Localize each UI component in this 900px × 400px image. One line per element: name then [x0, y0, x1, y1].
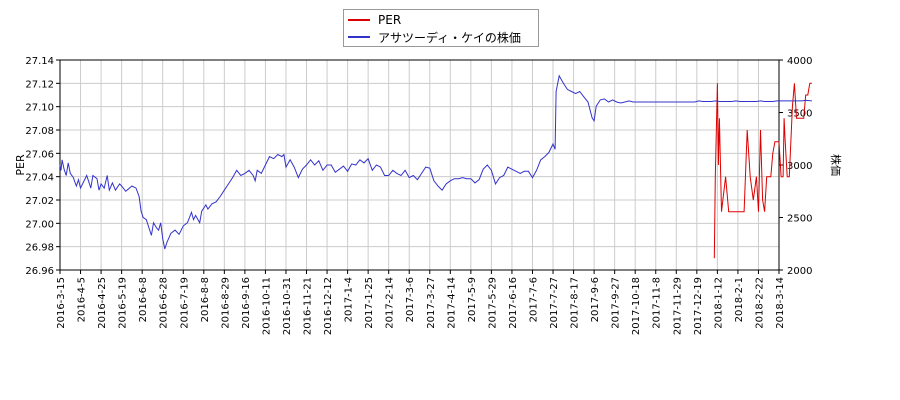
legend-item-per: PER: [348, 12, 401, 28]
x-tick-label: 2016-8-29: [220, 277, 231, 329]
x-tick-label: 2017-2-14: [385, 277, 396, 329]
y2-tick-label: 3000: [787, 161, 812, 172]
x-tick-label: 2016-6-28: [159, 277, 170, 329]
x-tick-label: 2016-11-21: [303, 277, 314, 335]
x-tick-label: 2016-3-15: [56, 277, 67, 329]
x-tick-label: 2017-11-29: [672, 277, 683, 335]
x-tick-label: 2016-12-12: [323, 277, 334, 335]
series-line-per: [713, 82, 812, 259]
x-tick-label: 2017-3-6: [405, 277, 416, 322]
y-tick-label: 27.06: [25, 149, 54, 160]
y2-tick-label: 2000: [787, 266, 812, 277]
x-tick-label: 2016-4-25: [97, 277, 108, 329]
x-tick-label: 2017-8-17: [570, 277, 581, 329]
legend-label-price: アサツーディ・ケイの株価: [378, 30, 521, 45]
x-tick-label: 2016-4-5: [77, 277, 88, 322]
y-tick-label: 27.14: [25, 56, 54, 67]
y-tick-label: 27.00: [25, 219, 54, 230]
x-tick-label: 2017-3-27: [426, 277, 437, 329]
x-tick-label: 2017-5-29: [487, 277, 498, 329]
y2-tick-label: 2500: [787, 214, 812, 225]
x-tick-label: 2017-11-8: [652, 277, 663, 329]
series-line-price: [59, 74, 812, 250]
x-tick-label: 2017-7-27: [549, 277, 560, 329]
x-tick-label: 2016-5-19: [118, 277, 129, 329]
legend-swatch-price: [348, 36, 370, 38]
x-tick-label: 2016-8-8: [200, 277, 211, 322]
x-tick-label: 2017-9-27: [611, 277, 622, 329]
y-axis-label: PER: [14, 154, 27, 176]
y2-tick-label: 4000: [787, 56, 812, 67]
x-tick-label: 2016-10-31: [282, 277, 293, 335]
y-tick-label: 27.12: [25, 79, 54, 90]
legend: PER アサツーディ・ケイの株価: [343, 9, 539, 47]
y-tick-label: 27.10: [25, 103, 54, 114]
y-tick-label: 26.98: [25, 243, 54, 254]
legend-swatch-per: [348, 19, 370, 21]
x-tick-label: 2017-6-16: [508, 277, 519, 329]
y-tick-label: 27.04: [25, 173, 54, 184]
y-tick-label: 27.08: [25, 126, 54, 137]
x-tick-label: 2017-9-6: [590, 277, 601, 322]
x-tick-label: 2017-4-14: [446, 277, 457, 329]
y-tick-label: 27.02: [25, 196, 54, 207]
x-tick-label: 2017-1-25: [364, 277, 375, 329]
x-tick-label: 2017-1-4: [344, 277, 355, 322]
x-tick-label: 2018-2-22: [754, 277, 765, 329]
x-tick-label: 2017-7-6: [528, 277, 539, 322]
x-tick-label: 2017-5-9: [467, 277, 478, 322]
x-tick-label: 2018-1-12: [713, 277, 724, 329]
x-tick-label: 2018-2-1: [734, 277, 745, 322]
x-tick-label: 2016-7-19: [179, 277, 190, 329]
legend-item-price: アサツーディ・ケイの株価: [348, 29, 521, 45]
legend-label-per: PER: [378, 13, 402, 27]
y2-tick-label: 3500: [787, 109, 812, 120]
x-tick-label: 2016-10-11: [261, 277, 272, 335]
x-tick-label: 2017-10-18: [631, 277, 642, 335]
y-tick-label: 26.96: [25, 266, 54, 277]
x-tick-label: 2018-3-14: [775, 277, 786, 329]
x-tick-label: 2016-6-8: [138, 277, 149, 322]
x-tick-label: 2016-9-16: [241, 277, 252, 329]
plot-frame: [59, 59, 780, 271]
y2-axis-label: 株価: [829, 154, 843, 176]
x-tick-label: 2017-12-19: [693, 277, 704, 335]
